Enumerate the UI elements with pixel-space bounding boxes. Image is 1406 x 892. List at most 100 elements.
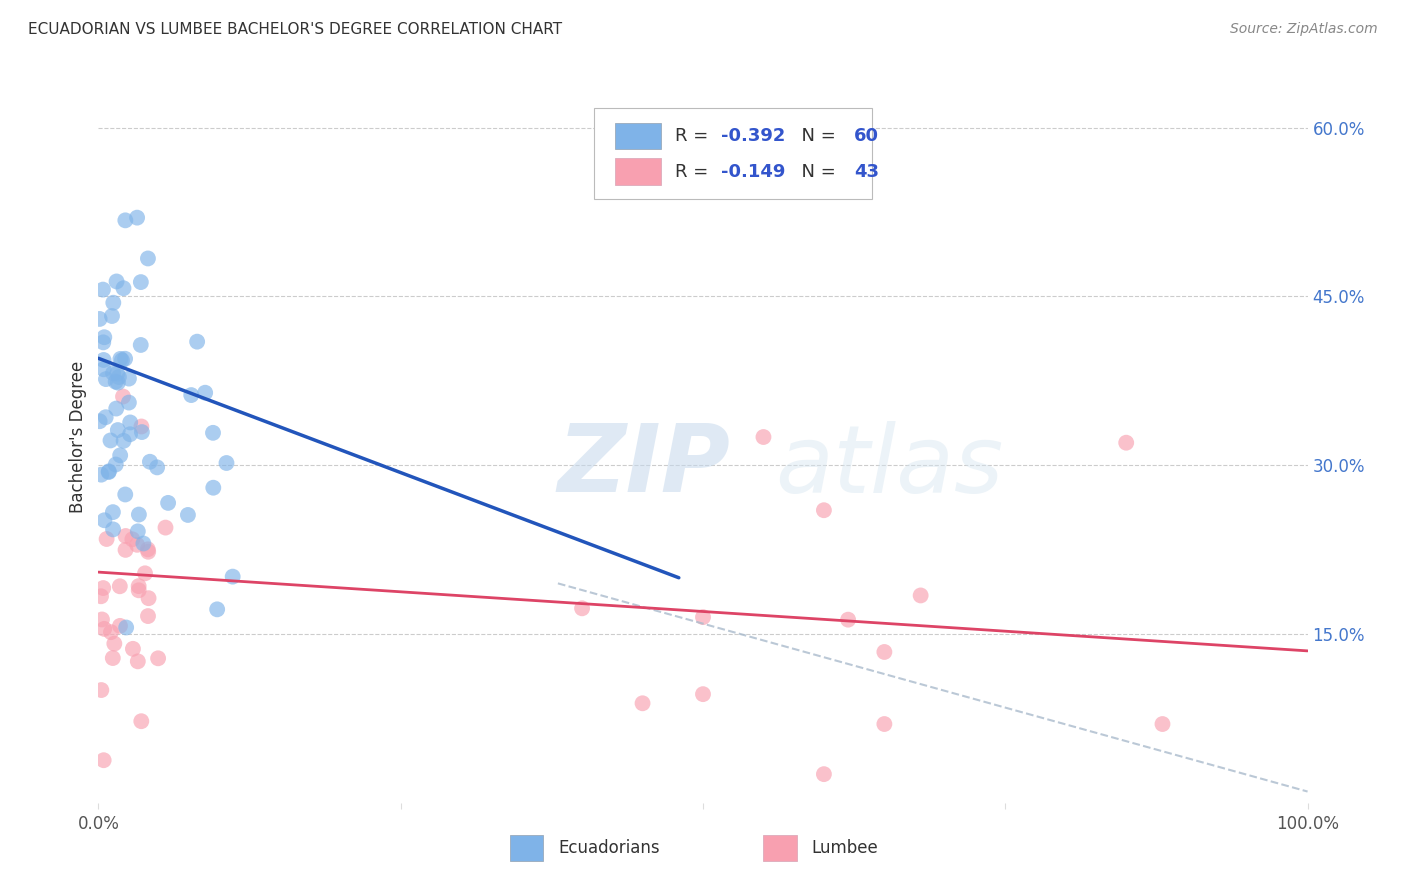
Point [118,395,141,409]
Point [93,353,115,368]
Point [90,467,112,482]
Point [90,683,112,698]
Point [127,654,149,668]
Point [138,591,160,606]
Point [122,641,145,656]
Point [134,566,156,581]
Point [180,388,202,402]
Point [221,569,243,583]
Y-axis label: Bachelor's Degree: Bachelor's Degree [69,361,87,513]
Point [93,622,115,636]
Point [910,589,932,603]
Point [103,295,125,310]
Point [136,252,159,266]
Point [128,583,150,598]
Point [127,538,149,552]
Point [108,448,131,462]
Point [105,367,128,381]
Point [90,589,112,603]
Point [93,362,115,376]
Point [692,687,714,701]
Point [121,533,143,547]
Point [112,434,135,448]
Point [105,275,128,289]
Point [127,211,149,225]
Point [101,366,124,380]
Point [101,651,124,665]
Text: ZIP: ZIP [558,420,731,512]
Point [201,425,224,440]
Point [194,385,217,400]
Point [571,601,593,615]
Bar [614,122,661,149]
Text: -0.392: -0.392 [721,127,786,145]
Text: Ecuadorians: Ecuadorians [558,839,659,857]
Point [100,625,122,640]
Text: N =: N = [790,127,842,145]
Point [91,612,114,626]
Point [120,416,142,430]
Point [873,645,896,659]
Point [128,579,150,593]
Point [112,281,135,295]
Point [91,283,114,297]
Point [205,602,228,616]
Point [129,338,152,352]
Point [97,464,120,478]
Text: Lumbee: Lumbee [811,839,879,857]
Text: 43: 43 [855,162,879,180]
Point [186,334,208,349]
Point [127,524,149,539]
Point [89,414,111,428]
Point [97,465,120,479]
Point [114,351,136,366]
Point [114,213,136,227]
Point [146,460,169,475]
Point [128,508,150,522]
Point [1115,435,1137,450]
Point [108,370,131,384]
Point [115,620,138,634]
Point [91,581,114,595]
Text: Source: ZipAtlas.com: Source: ZipAtlas.com [1230,22,1378,37]
Point [101,505,124,519]
Point [202,481,225,495]
Point [89,312,111,326]
Point [837,613,859,627]
Text: 60: 60 [855,127,879,145]
Point [91,335,114,350]
Point [93,753,115,767]
Point [114,487,136,501]
Point [631,696,654,710]
Point [93,513,115,527]
Point [104,458,127,472]
Point [129,714,152,729]
Point [139,455,162,469]
Point [873,717,896,731]
Point [120,427,142,442]
Point [111,353,134,368]
Point [101,309,124,323]
FancyBboxPatch shape [595,108,872,200]
Point [146,651,169,665]
Point [813,767,835,781]
Point [118,371,141,385]
Bar [614,159,661,185]
Point [94,410,117,425]
Text: ECUADORIAN VS LUMBEE BACHELOR'S DEGREE CORRELATION CHART: ECUADORIAN VS LUMBEE BACHELOR'S DEGREE C… [28,22,562,37]
Point [101,522,124,536]
Point [131,419,153,434]
Point [110,351,132,366]
Bar [763,835,797,861]
Point [100,434,122,448]
Point [215,456,238,470]
Point [111,390,134,404]
Point [136,609,159,624]
Point [177,508,200,522]
Point [93,330,115,344]
Text: atlas: atlas [776,421,1004,512]
Bar [509,835,543,861]
Point [136,545,159,559]
Point [752,430,775,444]
Point [114,529,136,543]
